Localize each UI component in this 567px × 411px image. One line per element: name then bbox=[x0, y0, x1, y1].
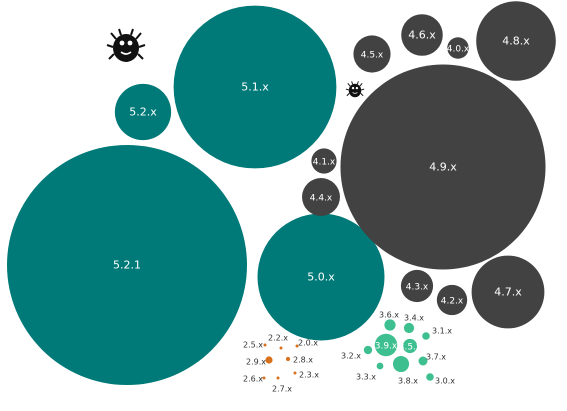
bubble-label: 5.2.1 bbox=[113, 259, 141, 272]
bubble-label: 3.9.x bbox=[375, 342, 398, 352]
bubble-label: 4.4.x bbox=[310, 194, 333, 204]
bubble-label: 4.2.x bbox=[441, 297, 464, 307]
bubble-4-3-x[interactable] bbox=[400, 269, 434, 303]
bubble-label: 2.0.x bbox=[298, 339, 318, 348]
bubble-3-4-x[interactable] bbox=[403, 322, 415, 334]
bubble-4-8-x[interactable] bbox=[476, 1, 556, 81]
bubble-4-7-x[interactable] bbox=[471, 255, 545, 329]
bubble-label: 5.2.x bbox=[129, 106, 157, 119]
bubble-label: 4.1.x bbox=[313, 158, 336, 168]
bubble-2-2-x[interactable] bbox=[279, 346, 283, 350]
bubble-label: 5.1.x bbox=[241, 81, 269, 94]
bubble-label: 3.4.x bbox=[404, 314, 424, 323]
bubble-label: 3.5.x bbox=[399, 343, 422, 353]
bubble-label: 2.8.x bbox=[293, 356, 313, 365]
bubble-label: 4.7.x bbox=[494, 286, 522, 299]
bubble-label: 2.2.x bbox=[268, 334, 288, 343]
bubble-3-1-x[interactable] bbox=[422, 332, 430, 340]
bubble-4-0-x[interactable] bbox=[447, 37, 469, 59]
bubble-label: 3.0.x bbox=[435, 377, 455, 386]
bubble-4-1-x[interactable] bbox=[311, 148, 337, 174]
bubble-label: 4.9.x bbox=[429, 161, 457, 174]
bug-icon bbox=[106, 28, 146, 62]
bubbles-layer: 5.2.1 5.1.x 5.0.x 5.2.x 4.9.x 4.8.x 4.7.x 4.6.x… bbox=[7, 1, 556, 385]
bubble-3-2-x[interactable] bbox=[363, 345, 373, 355]
bug-icon bbox=[345, 81, 365, 98]
bubble-2-8-x[interactable] bbox=[285, 356, 291, 362]
bubble-label: 3.8.x bbox=[398, 377, 418, 386]
bubble-3-8-x[interactable] bbox=[392, 355, 410, 373]
bubble-2-7-x[interactable] bbox=[276, 376, 280, 380]
bubble-label: 2.9.x bbox=[246, 358, 266, 367]
bubble-2-6-x[interactable] bbox=[262, 376, 266, 380]
bubble-label: 2.5.x bbox=[243, 341, 263, 350]
bubble-5-0-x[interactable] bbox=[257, 213, 385, 341]
bubble-label: 4.8.x bbox=[502, 35, 530, 48]
bubble-3-9-x[interactable] bbox=[374, 333, 398, 357]
bubble-3-5-x[interactable] bbox=[402, 338, 418, 354]
bubble-label: 2.3.x bbox=[299, 371, 319, 380]
bubble-2-3-x[interactable] bbox=[293, 371, 297, 375]
bubble-label: 3.3.x bbox=[356, 373, 376, 382]
bubble-5-2-x[interactable] bbox=[114, 83, 172, 141]
bubble-3-3-x[interactable] bbox=[376, 362, 384, 370]
bubble-label: 3.7.x bbox=[426, 353, 446, 362]
bubble-3-0-x[interactable] bbox=[426, 373, 434, 381]
bubble-label: 5.0.x bbox=[307, 271, 335, 284]
bubble-label: 4.0.x bbox=[447, 45, 470, 55]
bubble-label: 2.7.x bbox=[272, 385, 292, 394]
bubble-label: 3.1.x bbox=[432, 327, 452, 336]
bubble-4-6-x[interactable] bbox=[401, 14, 443, 56]
bubble-4-5-x[interactable] bbox=[353, 35, 391, 73]
bubble-label: 4.5.x bbox=[361, 51, 384, 61]
bubble-label: 4.6.x bbox=[408, 29, 436, 42]
bubble-label: 2.6.x bbox=[243, 375, 263, 384]
bubble-4-4-x[interactable] bbox=[302, 178, 340, 216]
outside-labels-layer: 3.8.x 3.6.x 3.4.x 3.7.x 3.2.x 3.1.x 3.3.x 3.0.x… bbox=[243, 311, 455, 394]
bubble-5-2-1[interactable] bbox=[7, 145, 247, 385]
bubble-5-1-x[interactable] bbox=[173, 5, 337, 169]
bubble-2-9-x[interactable] bbox=[265, 356, 273, 364]
bubble-3-7-x[interactable] bbox=[418, 356, 428, 366]
bubble-3-6-x[interactable] bbox=[384, 319, 396, 331]
bubble-2-5-x[interactable] bbox=[263, 343, 267, 347]
bubble-2-0-x[interactable] bbox=[295, 344, 299, 348]
bubble-label: 3.6.x bbox=[379, 311, 399, 320]
bubble-label: 3.2.x bbox=[341, 352, 361, 361]
bubble-4-9-x[interactable] bbox=[340, 64, 546, 270]
bubble-4-2-x[interactable] bbox=[436, 284, 468, 316]
bubble-label: 4.3.x bbox=[406, 283, 429, 293]
